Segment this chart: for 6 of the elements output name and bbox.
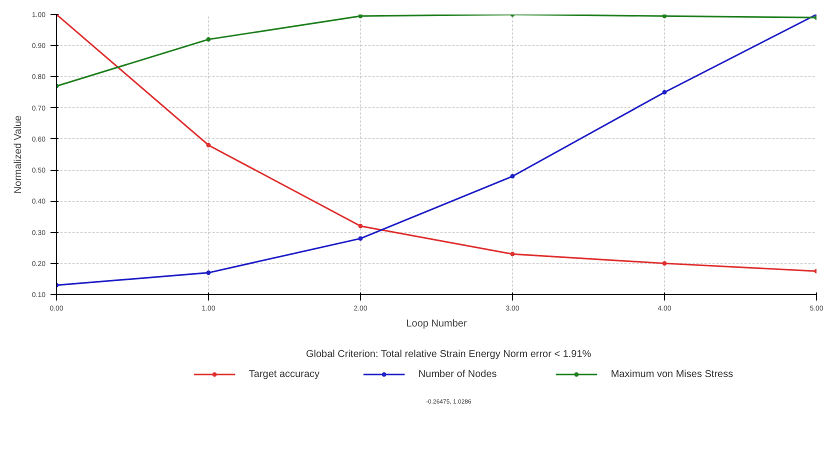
legend-label: Number of Nodes [418,369,497,380]
legend-label: Target accuracy [248,369,320,380]
legend-label: Maximum von Mises Stress [610,369,734,380]
y-axis-title: Normalized Value [12,114,24,194]
legend-title: Global Criterion: Total relative Strain Energy Norm error < 1.91% [306,349,592,360]
x-axis-title: Loop Number [406,318,468,330]
